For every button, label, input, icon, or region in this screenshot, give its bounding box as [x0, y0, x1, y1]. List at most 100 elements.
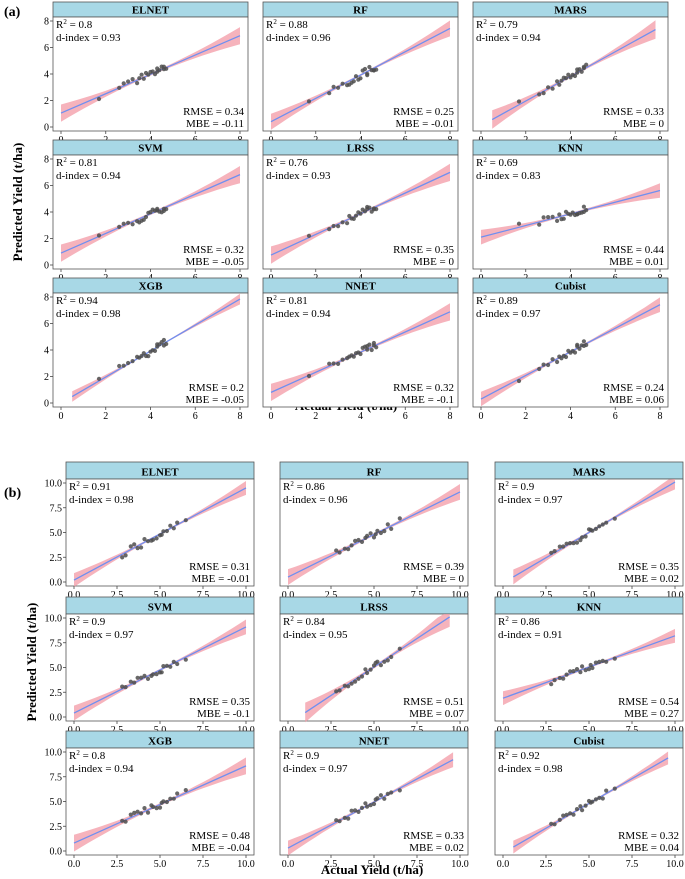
data-point-rf-a — [362, 66, 368, 72]
data-point-knn-b — [593, 660, 599, 665]
data-point-xgb-b — [142, 806, 147, 811]
data-point-elnet-b — [161, 529, 166, 534]
d-index-label-mars-a: d-index = 0.94 — [476, 32, 541, 44]
data-point-elnet-b — [123, 553, 128, 558]
data-point-lrss-b — [368, 667, 373, 672]
data-point-rf-b — [365, 533, 370, 539]
r2-label-cubist-a: R2 = 0.89 — [476, 294, 518, 307]
x-tick-label-lrss-b: 2.5 — [325, 725, 338, 736]
data-point-nnet-b — [349, 808, 354, 813]
x-tick-label-cubist-b: 5.0 — [583, 859, 596, 870]
d-index-label-elnet-a: d-index = 0.93 — [56, 32, 121, 44]
data-point-elnet-b — [132, 542, 137, 547]
rmse-label-mars-b: RMSE = 0.35 — [618, 561, 679, 573]
data-point-cubist-a — [537, 366, 542, 372]
data-point-rf-a — [353, 74, 359, 79]
data-point-nnet-a — [336, 361, 341, 366]
regression-line-knn-b — [502, 635, 676, 699]
data-point-xgb-a — [161, 337, 166, 343]
data-point-cubist-b — [597, 795, 602, 801]
rmse-label-knn-a: RMSE = 0.44 — [603, 244, 664, 256]
facet-title-lrss-b: LRSS — [360, 602, 388, 614]
facet-title-nnet-b: NNET — [359, 736, 390, 748]
y-tick-label-svm-a: 6 — [44, 181, 49, 192]
data-point-svm-a — [130, 222, 135, 227]
d-index-label-nnet-a: d-index = 0.94 — [266, 308, 331, 320]
r2-label-elnet-a: R2 = 0.8 — [56, 18, 93, 31]
data-point-lrss-b — [359, 674, 365, 679]
data-point-xgb-b — [123, 819, 128, 824]
data-point-mars-b — [564, 541, 569, 546]
x-tick-label-xgb-b: 5.0 — [154, 859, 167, 870]
x-tick-label-xgb-a: 2 — [103, 411, 108, 422]
data-point-lrss-b — [365, 670, 370, 676]
rmse-label-nnet-a: RMSE = 0.32 — [393, 382, 454, 394]
x-tick-label-nnet-b: 10.0 — [451, 859, 469, 870]
y-tick-label-elnet-b: 5.0 — [50, 528, 63, 539]
regression-line-rf-a — [270, 27, 451, 123]
x-tick-label-xgb-a: 6 — [193, 411, 198, 422]
rmse-label-knn-b: RMSE = 0.54 — [618, 696, 679, 708]
data-point-knn-b — [557, 675, 562, 681]
data-point-nnet-a — [358, 351, 363, 357]
data-point-mars-a — [541, 91, 546, 96]
x-tick-label-elnet-b: 10.0 — [237, 590, 255, 601]
x-tick-label-rf-b: 10.0 — [451, 590, 469, 601]
y-tick-label-elnet-a: 2 — [44, 96, 49, 107]
data-point-svm-b — [132, 680, 137, 685]
r2-label-xgb-a: R2 = 0.94 — [56, 294, 98, 307]
data-point-elnet-b — [159, 532, 164, 537]
x-tick-label-nnet-b: 0.0 — [282, 859, 295, 870]
data-point-mars-a — [516, 99, 522, 104]
plot-area-knn-a — [472, 154, 669, 270]
x-tick-label-svm-b: 10.0 — [237, 725, 255, 736]
data-point-mars-a — [555, 79, 560, 84]
data-point-svm-b — [123, 685, 128, 690]
data-point-xgb-a — [117, 363, 122, 369]
data-point-elnet-b — [171, 526, 176, 531]
data-point-mars-a — [563, 76, 569, 81]
x-tick-label-rf-b: 7.5 — [411, 590, 424, 601]
r2-label-knn-a: R2 = 0.69 — [476, 156, 518, 169]
d-index-label-cubist-a: d-index = 0.97 — [476, 308, 541, 320]
mbe-label-elnet-b: MBE = -0.01 — [192, 573, 250, 585]
data-point-xgb-b — [120, 818, 125, 823]
rmse-label-svm-b: RMSE = 0.35 — [189, 696, 250, 708]
data-point-rf-a — [336, 85, 341, 90]
data-point-rf-b — [337, 550, 342, 555]
r2-label-nnet-b: R2 = 0.9 — [283, 749, 320, 762]
data-point-elnet-a — [141, 76, 146, 81]
d-index-label-svm-a: d-index = 0.94 — [56, 170, 121, 182]
data-point-lrss-b — [356, 676, 361, 681]
data-point-elnet-a — [164, 66, 169, 71]
facet-title-cubist-b: Cubist — [573, 736, 605, 748]
data-point-nnet-a — [340, 357, 345, 362]
data-point-elnet-b — [139, 545, 144, 550]
data-point-cubist-a — [546, 362, 551, 368]
data-point-knn-a — [537, 222, 542, 227]
data-point-nnet-a — [331, 361, 336, 366]
r2-label-rf-b: R2 = 0.86 — [283, 480, 325, 493]
data-point-lrss-b — [389, 654, 394, 660]
d-index-label-cubist-b: d-index = 0.98 — [498, 763, 563, 775]
y-tick-label-svm-a: 2 — [44, 234, 49, 245]
data-point-xgb-a — [164, 341, 169, 347]
x-tick-label-nnet-a: 4 — [358, 411, 363, 422]
x-tick-label-cubist-a: 8 — [658, 411, 663, 422]
data-point-mars-a — [546, 85, 551, 90]
data-point-rf-b — [389, 526, 394, 532]
x-tick-label-nnet-a: 0 — [269, 411, 274, 422]
data-point-svm-b — [159, 670, 164, 675]
x-tick-label-svm-b: 0.0 — [68, 725, 81, 736]
data-point-svm-b — [168, 664, 173, 669]
data-point-cubist-a — [555, 359, 560, 365]
data-point-svm-b — [175, 661, 180, 667]
data-point-knn-b — [580, 664, 585, 669]
data-point-cubist-b — [580, 808, 585, 813]
data-point-mars-b — [552, 549, 557, 554]
mbe-label-rf-a: MBE = -0.01 — [396, 118, 454, 130]
mbe-label-svm-a: MBE = -0.05 — [186, 256, 245, 268]
y-tick-label-elnet-a: 0 — [44, 123, 49, 134]
r2-label-xgb-b: R2 = 0.8 — [69, 749, 106, 762]
data-point-elnet-a — [135, 81, 140, 86]
